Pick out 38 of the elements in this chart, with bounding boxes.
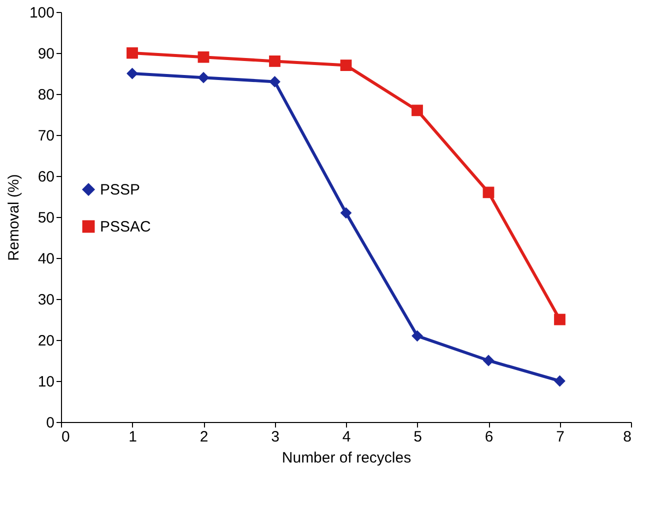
x-tick-label: 3 [271,428,280,446]
y-tick-label: 10 [38,374,54,390]
y-axis-title: Removal (%) [5,174,22,261]
point [412,104,423,116]
x-tick-label: 5 [414,428,422,446]
y-tick-label: 80 [38,86,54,104]
y-tick-label: 40 [38,250,54,268]
point [340,60,352,71]
legend-label: PSSAC [100,218,152,236]
x-tick-label: 4 [342,428,351,446]
x-tick-label: 1 [128,428,137,446]
point [554,375,566,387]
x-tick-label: 8 [623,428,632,446]
point [554,314,566,326]
y-tick-label: 50 [38,210,54,226]
point [269,56,280,67]
y-tick-label: 60 [38,168,54,186]
y-tick-label: 0 [46,414,54,432]
point [198,51,210,63]
point [340,207,352,219]
x-tick-label: 2 [200,428,208,446]
x-tick-label: 7 [556,428,564,446]
y-tick-label: 70 [38,128,54,144]
x-tick-label: 6 [484,428,494,446]
legend-label: PSSP [100,182,140,198]
point [126,68,138,80]
point [198,72,210,84]
x-tick-label: 0 [62,428,70,446]
y-tick-label: 100 [29,4,54,22]
point [126,47,138,59]
y-tick-label: 90 [38,46,54,62]
y-tick-label: 30 [38,292,54,308]
y-tick-label: 20 [38,332,54,350]
x-axis-title: Number of recycles [282,450,412,466]
point [412,330,423,342]
point [269,76,280,88]
point [482,186,494,198]
point [482,354,494,366]
